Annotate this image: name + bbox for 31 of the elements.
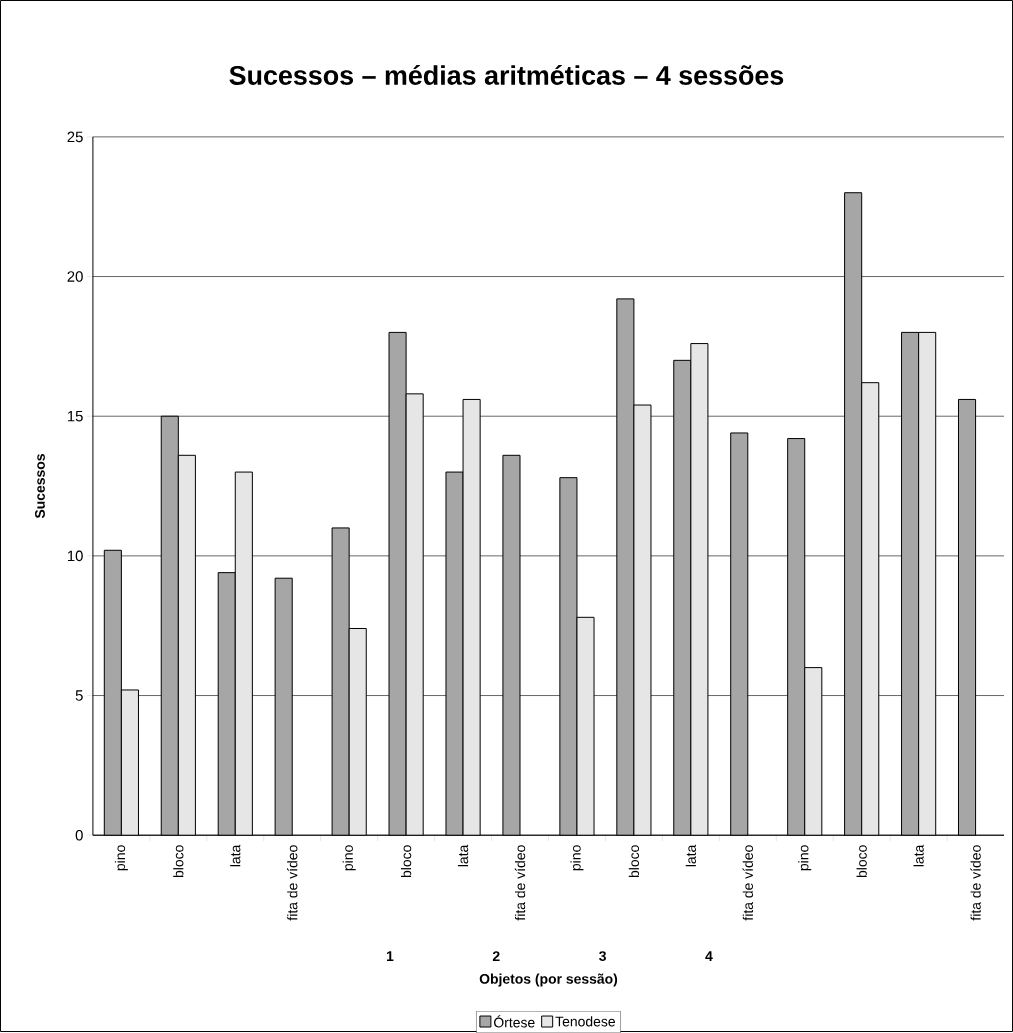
y-tick-label: 25 [67,131,83,143]
x-tick-label: fita de vídeo [970,845,981,921]
x-tick-label: bloco [173,845,184,878]
x-axis-title: Objetos (por sessão) [479,973,618,987]
x-tick-label: pino [798,845,812,871]
y-tick-label: 5 [75,690,83,701]
x-tick-label: pino [570,845,584,871]
x-tick-label: lata [685,844,696,867]
x-tick-label: pino [114,845,128,871]
text: 4 [705,951,713,961]
y-tick-label: 10 [67,550,83,562]
y-tick-label: 20 [67,271,83,282]
x-tick-label: fita de vídeo [287,845,298,921]
x-tick-label: fita de vídeo [742,845,753,921]
legend-label: Tenodese [555,1016,615,1027]
text: 2 [492,951,500,961]
chart-title: Sucessos – médias aritméticas – 4 sessões [229,64,784,85]
x-tick-label: lata [457,844,469,867]
x-tick-label: lata [230,844,241,867]
x-tick-label: fita de vídeo [514,845,526,921]
text: 3 [599,951,606,962]
text: 1 [386,951,394,961]
legend-label: Órtese [494,1015,535,1028]
x-tick-label: bloco [628,845,640,878]
x-tick-label: bloco [400,845,412,878]
x-tick-label: pino [342,845,356,871]
y-tick-label: 0 [75,829,83,841]
x-tick-label: bloco [856,845,867,878]
x-tick-label: lata [913,844,924,867]
y-axis-title: Sucessos [35,454,45,519]
y-tick-label: 15 [67,410,83,422]
